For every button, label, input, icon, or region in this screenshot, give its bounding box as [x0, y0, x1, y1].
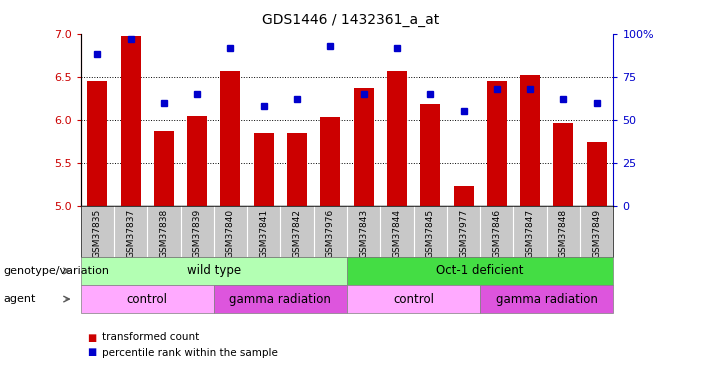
Text: GSM37845: GSM37845	[426, 209, 435, 258]
Bar	[454, 186, 474, 206]
Bar	[486, 81, 507, 206]
Text: percentile rank within the sample: percentile rank within the sample	[102, 348, 278, 357]
Text: GSM37846: GSM37846	[492, 209, 501, 258]
Text: GSM37838: GSM37838	[159, 209, 168, 258]
Bar	[254, 133, 273, 206]
Bar	[354, 88, 374, 206]
Bar	[320, 117, 341, 206]
Bar	[154, 131, 174, 206]
Text: GSM37849: GSM37849	[592, 209, 601, 258]
Bar	[214, 285, 347, 313]
Text: GSM37837: GSM37837	[126, 209, 135, 258]
Text: GSM37844: GSM37844	[393, 209, 402, 258]
Text: GSM37839: GSM37839	[193, 209, 202, 258]
Bar	[347, 285, 480, 313]
Bar	[480, 285, 613, 313]
Text: gamma radiation: gamma radiation	[229, 292, 332, 306]
Text: Oct-1 deficient: Oct-1 deficient	[437, 264, 524, 278]
Bar	[421, 105, 440, 206]
Text: GSM37841: GSM37841	[259, 209, 268, 258]
Text: GSM37848: GSM37848	[559, 209, 568, 258]
Text: GSM37977: GSM37977	[459, 209, 468, 258]
Text: genotype/variation: genotype/variation	[4, 266, 109, 276]
Bar	[81, 257, 347, 285]
Text: GDS1446 / 1432361_a_at: GDS1446 / 1432361_a_at	[262, 13, 439, 27]
Text: GSM37840: GSM37840	[226, 209, 235, 258]
Bar	[347, 257, 613, 285]
Text: gamma radiation: gamma radiation	[496, 292, 598, 306]
Text: GSM37847: GSM37847	[526, 209, 535, 258]
Bar	[554, 123, 573, 206]
Text: GSM37835: GSM37835	[93, 209, 102, 258]
Bar	[121, 36, 140, 206]
Text: transformed count: transformed count	[102, 333, 199, 342]
Text: GSM37976: GSM37976	[326, 209, 335, 258]
Text: GSM37843: GSM37843	[359, 209, 368, 258]
Text: control: control	[393, 292, 434, 306]
Bar	[81, 285, 214, 313]
Bar	[587, 142, 606, 206]
Text: ■: ■	[88, 348, 97, 357]
Bar	[287, 133, 307, 206]
Bar	[387, 71, 407, 206]
Text: wild type: wild type	[186, 264, 241, 278]
Text: ■: ■	[88, 333, 97, 342]
Bar	[187, 116, 207, 206]
Bar	[88, 81, 107, 206]
Bar	[520, 75, 540, 206]
Text: control: control	[127, 292, 168, 306]
Text: agent: agent	[4, 294, 36, 304]
Bar	[221, 71, 240, 206]
Text: GSM37842: GSM37842	[292, 209, 301, 258]
